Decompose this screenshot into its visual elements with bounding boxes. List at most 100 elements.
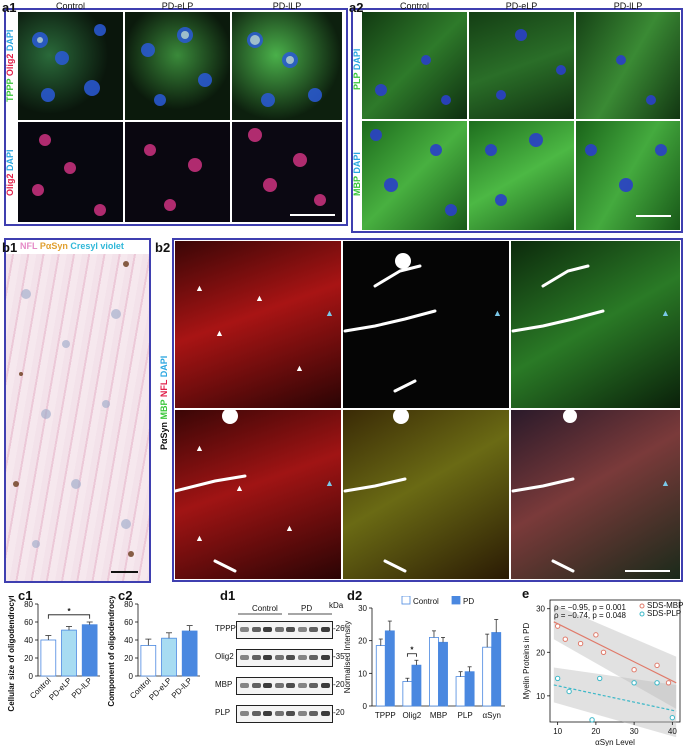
e-point-sds-plp xyxy=(631,680,637,686)
d2-significance-marker: * xyxy=(410,646,414,655)
c2-y-tick-label: 60 xyxy=(124,618,133,627)
d1-band xyxy=(309,655,318,660)
d1-band xyxy=(309,711,318,716)
d1-band xyxy=(297,711,307,716)
c1-bar xyxy=(81,624,98,677)
d1-band xyxy=(240,655,249,660)
d1-band xyxy=(263,655,272,660)
panel-b1-frame xyxy=(4,238,151,583)
d2-significance-bracket xyxy=(406,653,417,657)
b1-legend: NFL PαSyn Cresyl violet xyxy=(20,241,124,251)
d1-protein-label: Olig2 xyxy=(215,652,234,661)
d1-band xyxy=(286,627,295,632)
d1-protein-label: PLP xyxy=(215,708,231,717)
d1-band xyxy=(286,711,295,716)
a2-image-r1c3 xyxy=(576,12,680,119)
d1-band xyxy=(309,627,318,632)
e-confidence-band-sds-plp xyxy=(553,667,677,738)
e-x-tick-label: 20 xyxy=(591,727,600,736)
c2-y-tick-label: 20 xyxy=(124,654,133,663)
svg-text:▲: ▲ xyxy=(235,483,244,493)
d2-x-tick-label: Olig2 xyxy=(403,711,422,720)
d1-band xyxy=(297,683,307,688)
c1-significance-marker: * xyxy=(67,607,71,616)
panel-d1-label: d1 xyxy=(220,588,236,603)
e-point-sds-plp xyxy=(669,714,676,721)
d2-bar-pd xyxy=(438,641,448,707)
panel-b2-label: b2 xyxy=(155,240,171,255)
svg-text:▲: ▲ xyxy=(295,363,304,373)
e-point-sds-mbp xyxy=(577,640,584,647)
svg-text:▲: ▲ xyxy=(493,308,502,318)
e-point-sds-plp xyxy=(589,717,595,723)
c2-x-tick-label: PD-lLP xyxy=(170,676,194,700)
d1-band xyxy=(240,683,249,688)
b1-legend-cresyl: Cresyl violet xyxy=(67,241,124,251)
d2-bar-pd xyxy=(491,632,502,707)
b1-cells-overlay xyxy=(13,261,138,573)
c1-y-label: Cellular size of oligodendrocyte (μm²) xyxy=(7,596,16,712)
d2-bar-control xyxy=(455,676,466,707)
b2-fibers-overlay: ▲ ▲ ▲ ▲ ▲ ▲ ▲ ▲ ▲ ▲ ▲ ▲ ▲ xyxy=(175,253,670,573)
e-point-sds-mbp xyxy=(554,623,561,629)
svg-text:▲: ▲ xyxy=(325,478,334,488)
d1-blot-plp xyxy=(236,705,333,723)
e-point-sds-plp xyxy=(597,675,603,682)
d1-band xyxy=(274,655,284,660)
d1-band xyxy=(251,655,261,660)
e-y-tick-label: 20 xyxy=(536,648,545,657)
e-fit-line-sds-mbp xyxy=(553,621,677,684)
c1-chart: 0 20 40 60 80 Cellular size of oligodendrocyt… xyxy=(7,596,100,712)
panel-d2-label: d2 xyxy=(347,588,363,603)
d1-band xyxy=(263,683,272,688)
e-legend-label: SDS-MBP xyxy=(647,601,683,610)
d1-protein-label: TPPP xyxy=(215,624,236,633)
e-x-tick-label: 40 xyxy=(668,727,677,736)
d2-legend-label: PD xyxy=(463,597,474,606)
d1-band xyxy=(251,627,261,632)
e-stat-annotation: ρ = −0.74, p = 0.048 xyxy=(554,611,626,620)
d2-bar-control xyxy=(429,637,439,707)
svg-text:▲: ▲ xyxy=(285,523,294,533)
b2-image-mbp xyxy=(511,241,680,408)
e-point-sds-mbp xyxy=(593,632,599,638)
e-point-sds-mbp xyxy=(562,636,568,642)
d1-band xyxy=(263,711,272,716)
d1-group-brackets xyxy=(238,613,332,615)
e-x-tick-label: 10 xyxy=(553,727,562,736)
svg-text:▲: ▲ xyxy=(255,293,264,303)
b2-legend-nfl: NFL xyxy=(159,379,169,400)
d1-band xyxy=(320,655,330,660)
d1-kda-label: kDa xyxy=(329,601,344,610)
d1-band xyxy=(309,683,318,688)
d2-bar-control xyxy=(402,681,413,707)
panel-b1-label: b1 xyxy=(2,240,18,255)
e-point-sds-plp xyxy=(554,675,561,682)
c2-bar xyxy=(140,645,157,677)
c2-y-tick-label: 80 xyxy=(124,600,133,609)
d1-band xyxy=(240,711,249,716)
d2-x-tick-label: TPPP xyxy=(375,711,396,720)
b2-legend-mbp: MBP xyxy=(159,399,169,422)
svg-text:▲: ▲ xyxy=(195,443,204,453)
b2-legend: PαSyn MBP NFL DAPI xyxy=(159,356,169,450)
b2-legend-dapi: DAPI xyxy=(159,355,169,380)
c2-x-tick-label: PD-eLP xyxy=(147,676,173,702)
a2-nuclei-overlay xyxy=(370,29,671,217)
c1-significance-bracket xyxy=(47,614,91,619)
b2-legend-pasyn: PαSyn xyxy=(159,421,169,450)
c1-bar xyxy=(40,639,57,677)
d2-bar-control xyxy=(375,645,386,707)
a1-cells-overlay xyxy=(32,24,335,216)
d1-band xyxy=(274,683,284,688)
svg-text:▲: ▲ xyxy=(661,478,670,488)
c2-chart: 0 20 40 60 80 Component of oligodendrocyte (%… xyxy=(107,596,200,707)
panel-a1-label: a1 xyxy=(2,0,17,15)
d2-x-tick-label: MBP xyxy=(430,711,447,720)
d1-kda-marker: -20 xyxy=(333,708,345,717)
d2-legend-swatch xyxy=(401,596,411,605)
e-x-label: αSyn Level xyxy=(595,738,635,746)
d1-band xyxy=(251,683,261,688)
b1-legend-nfl: NFL xyxy=(20,241,38,251)
d1-band xyxy=(297,627,307,632)
